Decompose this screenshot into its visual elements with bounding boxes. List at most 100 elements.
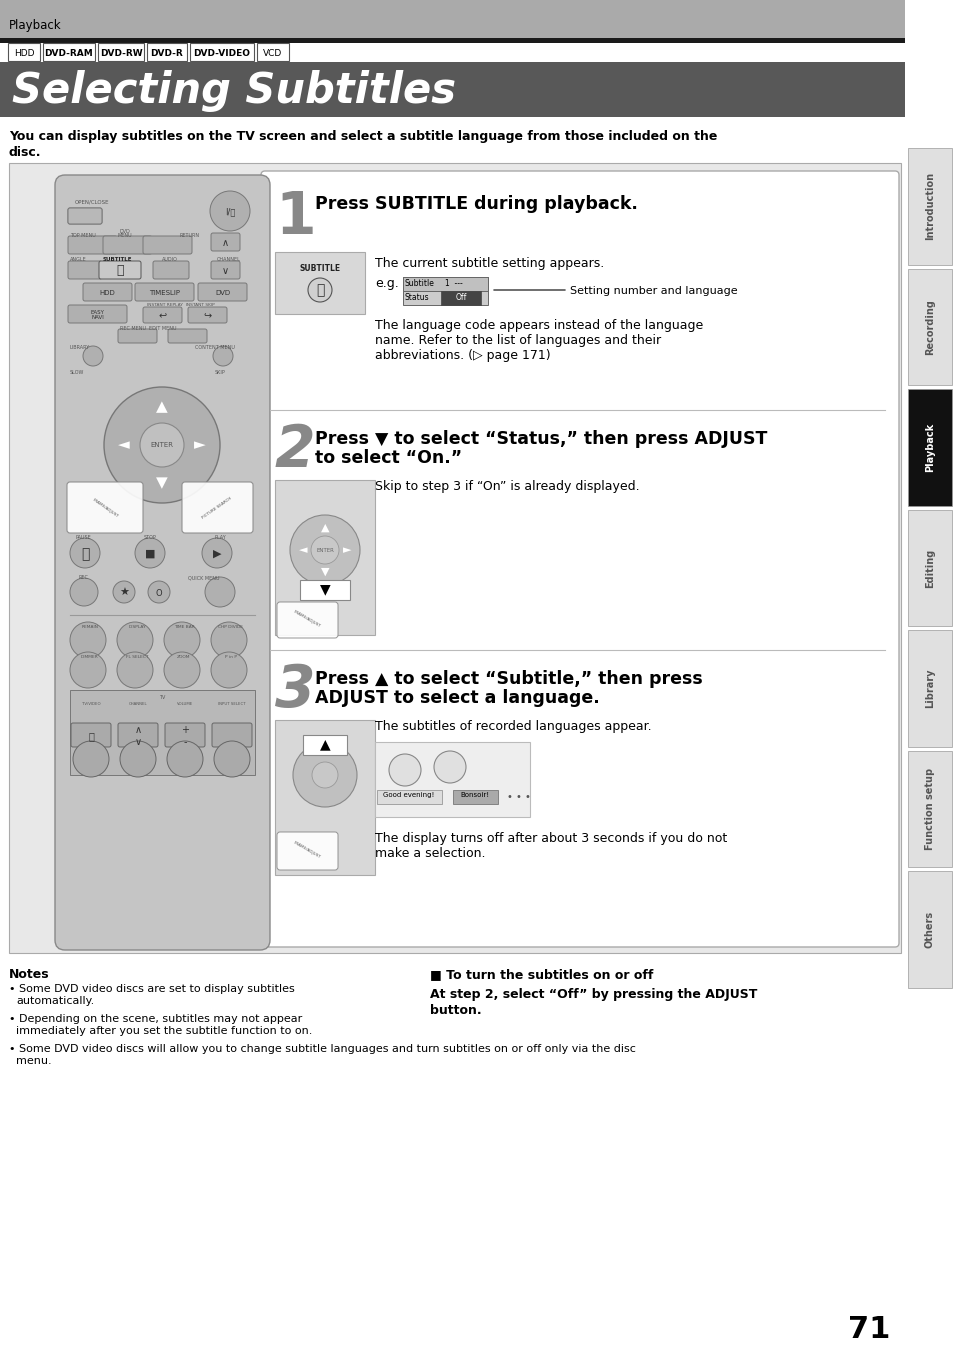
Text: Recording: Recording xyxy=(924,299,934,355)
FancyBboxPatch shape xyxy=(68,305,127,324)
Text: menu.: menu. xyxy=(16,1055,51,1066)
Bar xyxy=(43,43,95,61)
Text: e.g.: e.g. xyxy=(375,276,398,290)
Bar xyxy=(98,43,144,61)
FancyBboxPatch shape xyxy=(143,236,192,253)
Text: CHP DIVIDE: CHP DIVIDE xyxy=(218,625,243,630)
FancyBboxPatch shape xyxy=(135,283,193,301)
Text: ◄: ◄ xyxy=(298,545,307,555)
Text: ■: ■ xyxy=(145,549,155,559)
Text: VOLUME: VOLUME xyxy=(176,702,193,706)
Text: FRAME/ADJUST: FRAME/ADJUST xyxy=(91,497,118,519)
Text: PLAY: PLAY xyxy=(213,535,226,541)
Text: ►: ► xyxy=(193,438,206,453)
Circle shape xyxy=(70,621,106,658)
Text: automatically.: automatically. xyxy=(16,996,94,1006)
Text: STOP: STOP xyxy=(144,535,156,541)
Text: immediately after you set the subtitle function to on.: immediately after you set the subtitle f… xyxy=(16,1026,312,1037)
Text: ANGLE: ANGLE xyxy=(70,257,87,262)
Text: RETURN: RETURN xyxy=(180,233,200,239)
Circle shape xyxy=(205,577,234,607)
Text: ADJUST to select a language.: ADJUST to select a language. xyxy=(314,689,599,706)
Circle shape xyxy=(164,652,200,687)
Text: Subtitle: Subtitle xyxy=(405,279,435,288)
Text: ZOOM: ZOOM xyxy=(177,655,191,659)
Text: ▲: ▲ xyxy=(319,737,330,751)
Text: Bonsoir!: Bonsoir! xyxy=(460,793,489,798)
FancyBboxPatch shape xyxy=(118,723,158,747)
Text: Press ▲ to select “Subtitle,” then press: Press ▲ to select “Subtitle,” then press xyxy=(314,670,702,687)
Text: QUICK MENU: QUICK MENU xyxy=(189,576,220,580)
Text: REMAIN: REMAIN xyxy=(81,625,98,630)
Text: Skip to step 3 if “On” is already displayed.: Skip to step 3 if “On” is already displa… xyxy=(375,480,639,493)
Bar xyxy=(274,720,375,875)
Text: 1  ---: 1 --- xyxy=(444,279,462,288)
Circle shape xyxy=(202,538,232,568)
Bar xyxy=(907,751,951,867)
Bar xyxy=(907,871,951,988)
Text: LIBRARY: LIBRARY xyxy=(70,345,91,350)
Circle shape xyxy=(293,743,356,807)
Text: ⏸: ⏸ xyxy=(81,547,89,561)
Bar xyxy=(907,148,951,264)
Text: PAUSE: PAUSE xyxy=(75,535,91,541)
Text: The subtitles of recorded languages appear.: The subtitles of recorded languages appe… xyxy=(375,720,651,733)
Text: FRAME/ADJUST: FRAME/ADJUST xyxy=(293,609,321,628)
Text: DVD-R: DVD-R xyxy=(151,49,183,58)
Text: The language code appears instead of the language
name. Refer to the list of lan: The language code appears instead of the… xyxy=(375,319,702,363)
Text: OPEN/CLOSE: OPEN/CLOSE xyxy=(75,200,110,205)
Text: Setting number and language: Setting number and language xyxy=(569,286,737,297)
FancyBboxPatch shape xyxy=(68,208,102,224)
Text: ►: ► xyxy=(342,545,351,555)
FancyBboxPatch shape xyxy=(68,236,117,253)
Circle shape xyxy=(135,538,165,568)
Circle shape xyxy=(213,346,233,367)
Text: TOP MENU: TOP MENU xyxy=(70,233,95,239)
FancyBboxPatch shape xyxy=(71,723,111,747)
Text: • Depending on the scene, subtitles may not appear: • Depending on the scene, subtitles may … xyxy=(9,1014,302,1024)
Text: to select “On.”: to select “On.” xyxy=(314,449,461,466)
Text: The display turns off after about 3 seconds if you do not
make a selection.: The display turns off after about 3 seco… xyxy=(375,832,726,860)
FancyBboxPatch shape xyxy=(68,262,102,279)
Text: ⎕: ⎕ xyxy=(116,263,124,276)
Text: ◄: ◄ xyxy=(118,438,130,453)
Circle shape xyxy=(211,621,247,658)
Text: Off: Off xyxy=(455,293,466,302)
Circle shape xyxy=(164,621,200,658)
Text: You can display subtitles on the TV screen and select a subtitle language from t: You can display subtitles on the TV scre… xyxy=(9,129,717,143)
Text: 2: 2 xyxy=(274,422,315,479)
Text: Library: Library xyxy=(924,669,934,708)
Text: ENTER: ENTER xyxy=(315,547,334,553)
Circle shape xyxy=(140,423,184,466)
Text: Press SUBTITLE during playback.: Press SUBTITLE during playback. xyxy=(314,195,638,213)
Circle shape xyxy=(311,537,338,563)
FancyBboxPatch shape xyxy=(165,723,205,747)
Text: REC: REC xyxy=(78,576,88,580)
FancyBboxPatch shape xyxy=(55,175,270,950)
Text: DVD-VIDEO: DVD-VIDEO xyxy=(193,49,251,58)
Circle shape xyxy=(112,581,135,603)
Bar xyxy=(0,0,904,38)
Bar xyxy=(8,43,40,61)
FancyBboxPatch shape xyxy=(118,329,157,342)
FancyBboxPatch shape xyxy=(212,723,252,747)
Bar xyxy=(0,38,904,43)
Text: HDD: HDD xyxy=(99,290,115,297)
Text: Function setup: Function setup xyxy=(924,768,934,851)
Circle shape xyxy=(434,751,465,783)
Text: The current subtitle setting appears.: The current subtitle setting appears. xyxy=(375,257,603,270)
Text: ▲: ▲ xyxy=(156,399,168,414)
Text: SKIP: SKIP xyxy=(214,369,225,375)
FancyBboxPatch shape xyxy=(211,262,240,279)
Bar xyxy=(256,43,289,61)
Text: INPUT SELECT: INPUT SELECT xyxy=(218,702,246,706)
Circle shape xyxy=(120,741,156,776)
Bar xyxy=(70,690,254,775)
Bar xyxy=(303,735,347,755)
FancyBboxPatch shape xyxy=(198,283,247,301)
Text: O: O xyxy=(155,589,162,597)
Circle shape xyxy=(83,346,103,367)
Circle shape xyxy=(167,741,203,776)
Text: EASY
NAVI: EASY NAVI xyxy=(91,310,104,321)
Text: ▼: ▼ xyxy=(319,582,330,596)
